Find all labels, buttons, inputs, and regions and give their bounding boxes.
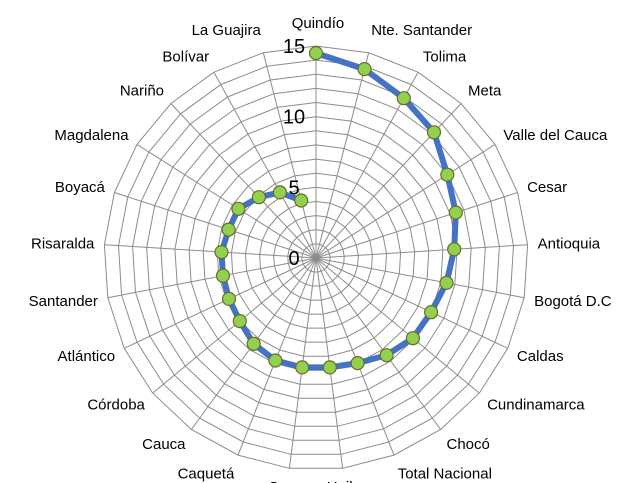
grid-ring <box>287 229 345 287</box>
data-point-19 <box>214 245 229 260</box>
grid-ring <box>132 73 500 441</box>
grid-spoke <box>315 244 528 259</box>
grid-ring <box>216 158 416 357</box>
data-point-7 <box>439 275 454 290</box>
data-point-23 <box>272 185 287 200</box>
data-point-22 <box>251 190 266 205</box>
grid-spoke <box>315 52 370 259</box>
grid-ring <box>103 45 529 469</box>
category-label-11: Total Nacional <box>398 465 492 482</box>
category-label-15: Cauca <box>142 436 186 453</box>
data-point-16 <box>232 314 247 329</box>
category-label-14: Caquetá <box>178 465 235 482</box>
category-label-22: Nariño <box>120 82 164 99</box>
category-label-23: Bolívar <box>162 48 209 65</box>
data-point-20 <box>221 222 236 237</box>
category-label-4: Valle del Cauca <box>503 127 608 144</box>
grid-spoke <box>315 257 525 299</box>
data-point-17 <box>221 291 237 306</box>
grid-spoke <box>315 143 496 259</box>
grid-ring <box>188 130 444 385</box>
data-point-15 <box>246 336 261 351</box>
category-label-8: Caldas <box>517 348 564 365</box>
grid-ring <box>174 116 458 399</box>
category-label-24: La Guajira <box>192 22 262 39</box>
r-tick-label: 0 <box>288 248 299 270</box>
category-label-18: Santander <box>29 293 98 310</box>
grid-spoke <box>315 257 480 394</box>
data-point-10 <box>379 348 394 363</box>
data-point-11 <box>350 356 365 371</box>
category-label-10: Chocó <box>447 436 490 453</box>
category-label-0: Quindío <box>292 15 345 32</box>
category-label-1: Nte. Santander <box>371 22 472 39</box>
grid-ring <box>273 215 359 301</box>
radar-grid <box>103 45 529 469</box>
data-point-1 <box>357 61 372 77</box>
grid-spoke <box>114 192 317 259</box>
grid-ring <box>230 172 402 343</box>
data-point-2 <box>396 91 411 106</box>
category-label-17: Atlántico <box>58 348 116 365</box>
grid-ring <box>301 243 331 273</box>
category-label-2: Tolima <box>423 48 467 65</box>
data-point-6 <box>447 242 462 257</box>
data-point-14 <box>268 353 283 368</box>
category-label-20: Boyacá <box>55 179 106 196</box>
grid-ring <box>146 87 486 427</box>
grid-ring <box>117 59 515 455</box>
category-label-9: Cundinamarca <box>487 397 585 414</box>
r-tick-label: 15 <box>283 36 305 58</box>
category-label-5: Cesar <box>527 179 567 196</box>
grid-spoke <box>315 257 442 430</box>
series-layer <box>214 45 463 375</box>
data-point-9 <box>405 331 420 346</box>
grid-spoke <box>123 257 317 349</box>
grid-spoke <box>315 257 509 349</box>
r-tick-label: 5 <box>288 177 299 199</box>
category-label-6: Antioquia <box>538 236 601 253</box>
grid-ring <box>259 200 373 315</box>
radial-axis-ticks: 0 5 10 15 <box>283 36 305 270</box>
grid-spoke <box>315 192 518 259</box>
grid-spoke <box>170 103 317 259</box>
category-label-7: Bogotá D.C <box>534 293 612 310</box>
category-label-13: Sucre <box>269 479 308 483</box>
category-label-21: Magdalena <box>54 127 129 144</box>
category-label-3: Meta <box>468 82 502 99</box>
grid-spoke <box>107 257 317 299</box>
category-label-19: Risaralda <box>31 236 95 253</box>
grid-ring <box>244 186 388 329</box>
category-label-16: Córdoba <box>87 397 145 414</box>
data-point-4 <box>440 167 455 182</box>
data-point-13 <box>295 360 310 375</box>
category-label-12: Huila <box>327 479 362 483</box>
grid-spoke <box>213 71 317 259</box>
data-point-12 <box>322 360 337 375</box>
data-point-21 <box>231 201 246 216</box>
data-point-18 <box>215 268 231 283</box>
grid-spoke <box>104 244 317 259</box>
data-point-8 <box>424 305 439 320</box>
data-point-5 <box>448 205 463 220</box>
r-tick-label: 10 <box>283 107 305 129</box>
data-point-0 <box>308 45 324 61</box>
grid-spoke <box>136 143 317 259</box>
data-point-24 <box>294 193 309 208</box>
data-point-3 <box>426 125 442 140</box>
grid-spoke <box>262 52 317 259</box>
